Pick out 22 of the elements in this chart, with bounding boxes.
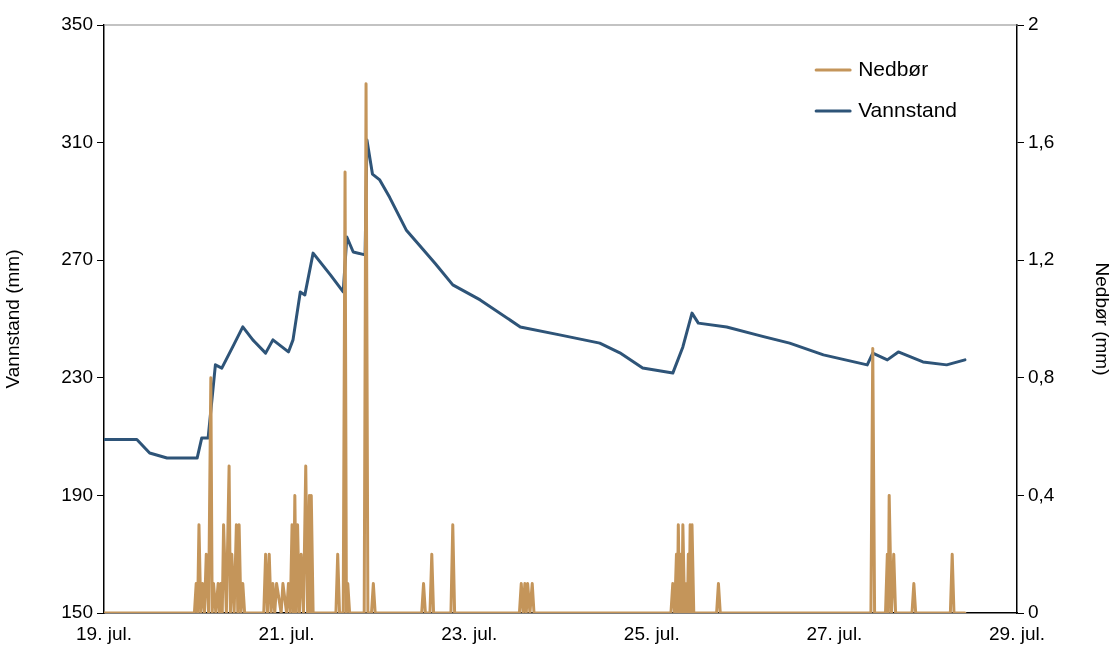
y-tick-label: 350 (61, 13, 93, 35)
y2-tick-label: 1,2 (1028, 248, 1055, 270)
y-tick-label: 150 (61, 601, 93, 623)
y2-tick-label: 0,4 (1028, 483, 1055, 505)
x-tick-label: 23. jul. (441, 622, 498, 644)
y-tick-label: 310 (61, 130, 93, 152)
y2-axis-title: Nedbør (mm) (1092, 262, 1114, 376)
x-tick-label: 29. jul. (989, 622, 1045, 644)
x-tick-label: 27. jul. (806, 622, 863, 644)
y2-tick-label: 1,6 (1028, 130, 1055, 152)
y2-tick-label: 0,8 (1028, 366, 1055, 388)
legend-label: Vannstand (858, 97, 957, 121)
x-tick-label: 19. jul. (76, 622, 132, 644)
y-tick-label: 270 (61, 248, 93, 270)
legend-label: Nedbør (858, 56, 929, 80)
y-axis-title: Vannstand (mm) (1, 249, 23, 389)
y2-tick-label: 0 (1028, 601, 1039, 623)
y-tick-label: 190 (61, 483, 93, 505)
x-tick-label: 21. jul. (258, 622, 315, 644)
y-tick-label: 230 (61, 366, 93, 388)
x-tick-label: 25. jul. (623, 622, 680, 644)
y2-tick-label: 2 (1028, 13, 1039, 35)
